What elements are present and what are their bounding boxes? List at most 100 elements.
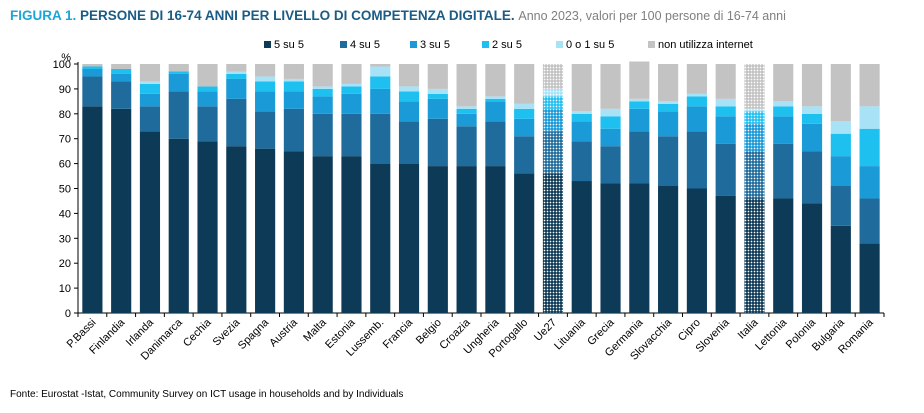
bar-segment [629,108,650,132]
bar-segment [600,128,621,147]
bar-segment [226,98,247,147]
x-tick-label: Lettonia [753,316,790,353]
y-tick-label: 60 [59,159,71,171]
y-tick-label: 70 [59,134,71,146]
bar-segment [485,166,506,313]
bar-segment [111,73,132,82]
bar-segment [773,198,794,313]
legend-swatch [648,41,655,48]
bar-segment [773,116,794,144]
bar-segment [312,96,333,114]
bar-segment [197,106,218,142]
bar-segment [658,101,679,104]
bar-segment [485,96,506,99]
bar-segment [859,166,880,199]
bar-segment [658,64,679,102]
y-tick-label: 10 [59,283,71,295]
bar-segment [715,106,736,117]
bar-segment [427,118,448,167]
bar-segment [312,156,333,313]
bar-segment [514,136,535,174]
x-tick-label: Lituania [552,316,588,352]
bar-segment [629,183,650,313]
bar-segment [82,64,103,67]
bar-segment [686,106,707,132]
bar-segment [341,156,362,313]
bar-segment [139,131,161,313]
x-tick-label: Francia [381,316,416,351]
bar-segment [398,121,420,164]
bar-segment [830,64,851,122]
bar-segment [514,173,535,313]
bar-segment [571,181,592,313]
legend-swatch [556,41,563,48]
bar-segment [139,93,161,107]
bar-segment [398,101,420,122]
bar-segment [686,64,707,94]
bar-segment [370,64,391,67]
bar-segment-pattern [744,108,765,112]
bar-segment-pattern [744,111,765,124]
bar-segment [226,71,247,74]
legend-label: 5 su 5 [274,39,304,51]
y-tick-label: 90 [59,84,71,96]
bar-segment [801,151,823,204]
bar-segment [341,86,362,94]
bar-segment [226,78,247,99]
bar-segment [514,108,535,119]
bar-segment-pattern [542,173,564,313]
bar-segment [427,93,448,99]
bar-segment [197,91,218,107]
bar-segment [283,78,304,82]
bar-segment [571,111,592,114]
bar-segment [571,141,592,182]
bar-segment [485,64,506,97]
bar-segment [398,86,420,92]
bar-segment [139,106,161,132]
bar-segment [341,64,362,84]
bar-segment [341,113,362,157]
bar-segment [312,86,333,89]
x-tick-label: Austria [267,316,300,349]
bar-segment [859,198,880,244]
bar-segment [139,83,161,94]
bar-segment [859,243,880,313]
stacked-bar-chart: 0102030405060708090100%P.BassiFinlandiaI… [53,39,885,363]
x-tick-label: Spagna [236,316,272,352]
bar-segment [283,108,304,152]
bar-segment [715,64,736,99]
bar-segment [600,183,621,313]
bar-segment [485,121,506,167]
bar-segment [283,91,304,109]
figure-label: FIGURA 1. [10,8,77,23]
bar-segment [686,96,707,107]
bar-segment [111,68,132,74]
bar-segment-pattern [542,64,564,89]
bar-segment [773,64,794,102]
bar-segment [773,106,794,117]
bar-segment [283,64,304,79]
bar-segment [514,64,535,104]
bar-segment [830,186,851,226]
bar-segment [658,136,679,187]
bar-segment [427,166,448,313]
legend-label: 2 su 5 [492,39,522,51]
bar-segment [341,83,362,87]
y-tick-label: 100 [53,59,71,71]
bar-segment [456,126,477,167]
bar-segment [82,106,103,313]
bar-segment [255,91,276,112]
bar-segment [312,113,333,157]
bar-segment [485,98,506,102]
bar-segment [715,98,736,107]
bar-segment [773,101,794,107]
bar-segment [226,73,247,79]
bar-segment [398,91,420,102]
bar-segment-pattern [542,88,564,97]
bar-segment [427,88,448,94]
bar-segment [801,113,823,124]
legend-label: 4 su 5 [350,39,380,51]
bar-segment [370,113,391,164]
bar-segment [111,81,132,109]
bar-segment [801,123,823,152]
